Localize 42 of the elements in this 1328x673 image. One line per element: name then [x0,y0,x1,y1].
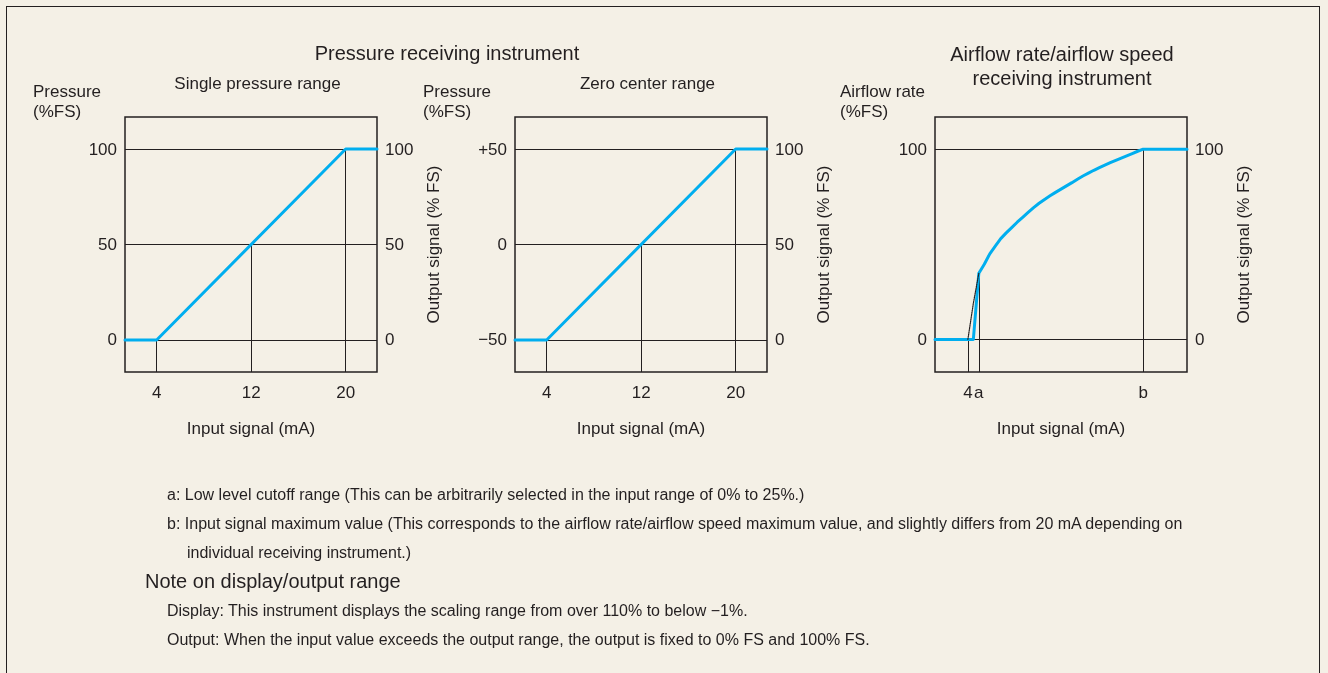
y2-tick-label: 0 [775,330,785,350]
x-tick-label: 4 [151,383,162,402]
text: Output: When the input value exceeds the output range, the output is fixed to 0% FS and 100% FS. [167,630,871,650]
text: Display: This instrument displays the scaling range from over 110% to below −1%. [167,601,749,621]
y-tick-label: 100 [88,139,117,159]
y2-tick-label: 100 [385,139,414,159]
y-tick-label: 50 [98,235,117,254]
x-axis-title: Input signal (mA) [576,419,706,438]
text: Note on display/output range [145,569,402,594]
x-tick-label: a [974,383,985,402]
x-tick-label: 4 [963,383,973,402]
x-tick-label: 20 [726,383,746,402]
y-tick-label: −50 [478,330,507,350]
y-axis-title: Airflow rate (%FS) [840,81,930,121]
text: b: Input signal maximum value (This corresponds to the airflow rate/airflow speed maximum value, and slightly differs from 20 mA depending on individual receiving instrument.) [167,514,1184,563]
line-series [933,147,1189,341]
text: a: Low level cutoff range (This can be arbitrarily selected in the input range of 0% to 25%.) [167,485,806,505]
y2-axis-title: Output signal (% FS) [814,165,833,324]
y2-tick-label: 50 [775,235,794,254]
x-tick-label: 4 [541,383,552,402]
x-axis-title: Input signal (mA) [996,419,1126,438]
y2-tick-label: 50 [385,235,404,254]
x-tick-label: b [1138,383,1148,402]
y-axis-title: Pressure (%FS) [33,81,106,121]
chart-title: Airflow rate/airflow speed receiving instrument [949,42,1175,90]
y-tick-label: 0 [497,235,507,254]
x-tick-label: 12 [631,383,651,402]
y-axis-title: Pressure (%FS) [423,81,496,121]
chart-subtitle: Zero center range [579,74,716,93]
y-tick-label: +50 [478,139,507,159]
y2-tick-label: 100 [1195,139,1224,159]
x-axis-title: Input signal (mA) [186,419,316,438]
y-tick-label: 0 [107,330,117,350]
y2-tick-label: 100 [775,139,804,159]
text: Pressure receiving instrument [313,42,581,65]
x-tick-label: 20 [336,383,356,402]
y2-tick-label: 0 [1195,329,1205,349]
y2-axis-title: Output signal (% FS) [424,165,443,324]
y2-axis-title: Output signal (% FS) [1234,165,1253,324]
chart-subtitle: Single pressure range [174,74,341,93]
y2-tick-label: 0 [385,330,395,350]
x-tick-label: 12 [241,383,261,402]
